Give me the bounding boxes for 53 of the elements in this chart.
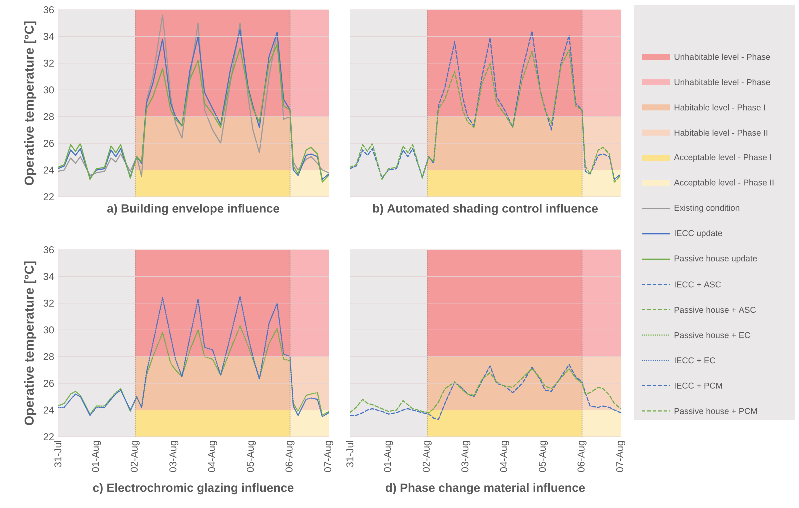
y-tick-label: 28 — [44, 353, 54, 360]
text: c) Electrochromic glazing influence — [93, 483, 294, 495]
x-tick-label: 05-Aug — [539, 441, 548, 472]
y-tick-label: 30 — [44, 86, 54, 94]
x-tick-label: 31-Jul — [54, 441, 62, 468]
text: b) Automated shading control influence — [373, 204, 598, 216]
y-axis-title: Operative temperature [°C] — [24, 262, 37, 426]
x-tick-label: 07-Aug — [616, 441, 626, 472]
x-tick-label: 02-Aug — [130, 441, 140, 472]
x-tick-label: 04-Aug — [500, 441, 510, 472]
legend-label: IECC + PCM — [674, 382, 722, 389]
legend-label: Acceptable level - Phase II — [674, 180, 774, 188]
text: Passive house + ASC — [674, 306, 756, 314]
y-tick-label: 32 — [44, 60, 54, 67]
legend-label: Passive house + PCM — [674, 408, 758, 414]
legend-label: Habitable level - Phase II — [674, 130, 768, 136]
x-tick-label: 04-Aug — [208, 441, 218, 472]
text: IECC + ASC — [674, 282, 722, 288]
y-tick-label: 34 — [44, 273, 54, 280]
y-tick-label: 24 — [44, 406, 54, 414]
text: Passive house + EC — [674, 332, 750, 338]
x-tick-label: 01-Aug — [384, 441, 394, 472]
x-tick-label: 01-Aug — [92, 441, 102, 472]
y-tick-label: 22 — [44, 194, 54, 200]
legend-label: Existing condition — [674, 204, 740, 213]
x-tick-label: 06-Aug — [286, 441, 295, 472]
y-tick-label: 30 — [44, 326, 54, 334]
x-tick-label: 06-Aug — [578, 441, 587, 472]
legend-label: Passive house update — [674, 255, 758, 264]
legend-label: Unhabitable level - Phase — [674, 54, 770, 60]
y-tick-label: 28 — [44, 113, 54, 120]
y-tick-label: 36 — [44, 6, 54, 14]
text: IECC + EC — [674, 358, 716, 364]
y-axis-title: Operative temperature [°C] — [24, 22, 37, 186]
text: d) Phase change material influence — [386, 483, 586, 495]
y-tick-label: 26 — [44, 380, 54, 388]
y-tick-label: 22 — [44, 434, 54, 440]
x-tick-label: 07-Aug — [324, 441, 334, 472]
legend-label: Acceptable level - Phase I — [674, 154, 772, 162]
legend-label: IECC update — [674, 230, 722, 238]
y-tick-label: 36 — [44, 246, 54, 254]
legend-label: Unhabitable level - Phase — [674, 79, 770, 86]
y-tick-label: 34 — [44, 33, 54, 40]
legend-label: Habitable level - Phase I — [674, 104, 766, 111]
x-tick-label: 03-Aug — [170, 441, 179, 472]
x-tick-label: 03-Aug — [462, 441, 471, 472]
y-tick-label: 26 — [44, 140, 54, 148]
y-tick-label: 24 — [44, 166, 54, 174]
y-tick-label: 32 — [44, 300, 54, 307]
x-tick-label: 02-Aug — [422, 441, 432, 472]
x-tick-label: 05-Aug — [247, 441, 256, 472]
text: a) Building envelope influence — [107, 204, 280, 216]
x-tick-label: 31-Jul — [346, 441, 354, 468]
